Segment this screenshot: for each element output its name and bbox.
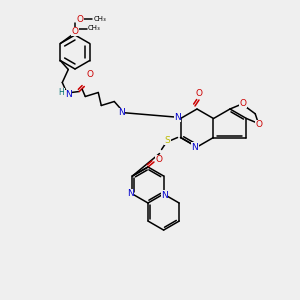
Text: N: N [65, 90, 72, 99]
Text: O: O [239, 98, 247, 107]
Text: O: O [196, 88, 202, 98]
Text: H: H [58, 88, 64, 97]
Text: N: N [174, 113, 181, 122]
Text: CH₃: CH₃ [94, 16, 106, 22]
Text: S: S [165, 136, 170, 145]
Text: O: O [76, 14, 83, 23]
Text: CH₃: CH₃ [88, 26, 101, 32]
Text: N: N [127, 190, 134, 199]
Text: O: O [155, 155, 163, 164]
Text: N: N [192, 142, 198, 152]
Text: O: O [256, 120, 263, 129]
Text: N: N [161, 190, 168, 200]
Text: O: O [87, 70, 94, 79]
Text: N: N [118, 108, 125, 117]
Text: O: O [72, 27, 79, 36]
